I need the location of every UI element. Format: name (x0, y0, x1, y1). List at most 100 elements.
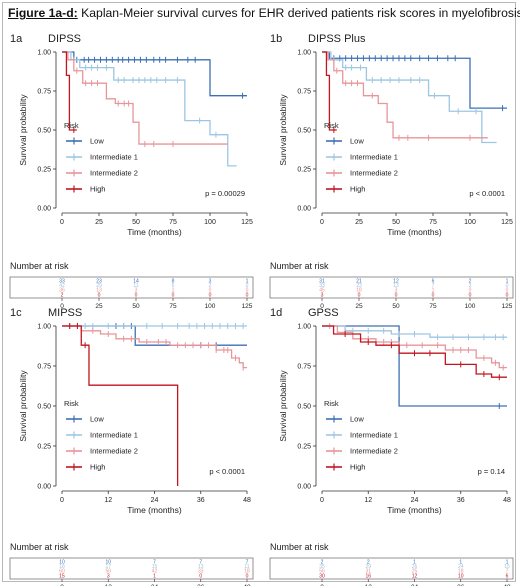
legend-label-low: Low (90, 415, 104, 424)
risk-table-box (269, 276, 514, 299)
legend-label-low: Low (350, 415, 364, 424)
risk-table-box (9, 276, 254, 299)
km-curve-int2 (62, 325, 247, 369)
km-curve-high (322, 51, 337, 131)
risk-x-tick-label: 48 (243, 584, 251, 586)
risk-x-tick-label: 100 (465, 303, 476, 310)
risk-x-tick-label: 100 (205, 303, 216, 310)
legend-label-int2: Intermediate 2 (90, 169, 138, 178)
risk-count-int1: 26 (412, 564, 418, 570)
risk-count-high: 0 (199, 573, 202, 579)
x-axis-label: Time (months) (127, 227, 182, 237)
y-axis-label: Survival probability (278, 370, 288, 442)
panel-title: DIPSS Plus (308, 33, 366, 45)
y-tick-label: 0.50 (297, 128, 311, 135)
p-value: p < 0.0001 (469, 189, 505, 198)
x-tick-label: 125 (241, 219, 253, 226)
risk-count-int2: 25 (412, 569, 418, 575)
risk-count-int2: 13 (96, 288, 102, 294)
risk-count-int1: 2 (209, 283, 212, 289)
risk-count-high: 3 (321, 292, 324, 298)
risk-x-tick-label: 75 (429, 303, 437, 310)
risk-count-high: 0 (469, 292, 472, 298)
y-tick-label: 0.25 (297, 167, 311, 174)
risk-count-high: 0 (135, 292, 138, 298)
risk-count-low: 2 (469, 279, 472, 285)
risk-count-low: 10 (105, 560, 111, 566)
x-tick-label: 25 (95, 219, 103, 226)
risk-count-low: 1 (413, 560, 416, 566)
x-tick-label: 0 (320, 219, 324, 226)
km-panel-1b: 1b DIPSS Plus 0.00 0.25 0.50 0.75 1.00 0 25 50 75 1… (269, 33, 514, 310)
risk-table-title: Number at risk (10, 261, 69, 271)
figure-title: Figure 1a-d: Kaplan-Meier survival curve… (8, 6, 520, 20)
risk-count-int2: 3 (135, 288, 138, 294)
risk-count-int1: 24 (458, 564, 464, 570)
risk-count-low: 8 (172, 279, 175, 285)
x-axis-label: Time (months) (127, 505, 182, 515)
risk-x-tick-label: 0 (60, 584, 64, 586)
risk-count-int1: 7 (432, 283, 435, 289)
risk-count-high: 12 (412, 573, 418, 579)
legend-label-low: Low (350, 137, 364, 146)
risk-count-high: 0 (506, 292, 509, 298)
risk-count-int1: 6 (172, 283, 175, 289)
figure-frame (2, 2, 516, 582)
x-tick-label: 100 (204, 219, 216, 226)
risk-count-low: 23 (96, 279, 102, 285)
x-tick-label: 24 (411, 497, 419, 504)
y-tick-label: 0.25 (297, 444, 311, 451)
x-tick-label: 50 (132, 219, 140, 226)
risk-count-low: 33 (59, 279, 65, 285)
risk-count-low: 7 (153, 560, 156, 566)
y-tick-label: 0.75 (297, 364, 311, 371)
km-curve-int2 (62, 51, 228, 145)
panel-title: DIPSS (48, 33, 81, 45)
risk-count-high: 0 (98, 292, 101, 298)
x-tick-label: 0 (320, 497, 324, 504)
risk-count-int2: 18 (356, 288, 362, 294)
risk-count-low: 1 (506, 560, 509, 566)
risk-count-high: 15 (59, 573, 65, 579)
p-value: p = 0.00029 (205, 189, 245, 198)
risk-count-low: 1 (459, 560, 462, 566)
y-tick-label: 0.50 (297, 404, 311, 411)
risk-count-int2: 31 (365, 569, 371, 575)
risk-count-low: 7 (199, 560, 202, 566)
y-axis-label: Survival probability (278, 94, 288, 166)
x-tick-label: 25 (355, 219, 363, 226)
risk-count-int1: 13 (393, 283, 399, 289)
y-tick-label: 0.75 (37, 89, 51, 96)
risk-count-int1: 29 (96, 283, 102, 289)
legend-label-low: Low (90, 137, 104, 146)
risk-count-low: 6 (432, 279, 435, 285)
x-tick-label: 75 (429, 219, 437, 226)
risk-x-tick-label: 48 (503, 584, 511, 586)
risk-count-int2: 7 (506, 569, 509, 575)
y-tick-label: 1.00 (37, 324, 51, 331)
risk-count-high: 2 (61, 292, 64, 298)
risk-count-low: 2 (367, 560, 370, 566)
risk-count-int1: 13 (198, 564, 204, 570)
p-value: p < 0.0001 (209, 467, 245, 476)
risk-x-tick-label: 125 (242, 303, 253, 310)
risk-count-high: 1 (153, 573, 156, 579)
risk-x-tick-label: 75 (169, 303, 177, 310)
risk-count-high: 16 (365, 573, 371, 579)
risk-x-tick-label: 50 (392, 303, 400, 310)
risk-count-high: 10 (458, 573, 464, 579)
risk-count-int1: 29 (365, 564, 371, 570)
y-axis-label: Survival probability (18, 94, 28, 166)
km-curve-low (322, 325, 507, 407)
x-tick-label: 0 (60, 219, 64, 226)
risk-count-high: 3 (107, 573, 110, 579)
risk-x-tick-label: 25 (355, 303, 363, 310)
y-tick-label: 1.00 (297, 324, 311, 331)
y-tick-label: 0.75 (297, 89, 311, 96)
x-tick-label: 12 (364, 497, 372, 504)
risk-x-tick-label: 36 (197, 584, 205, 586)
x-tick-label: 48 (243, 497, 251, 504)
y-tick-label: 0.75 (37, 364, 51, 371)
risk-count-int1: 23 (356, 283, 362, 289)
y-axis-label: Survival probability (18, 370, 28, 442)
